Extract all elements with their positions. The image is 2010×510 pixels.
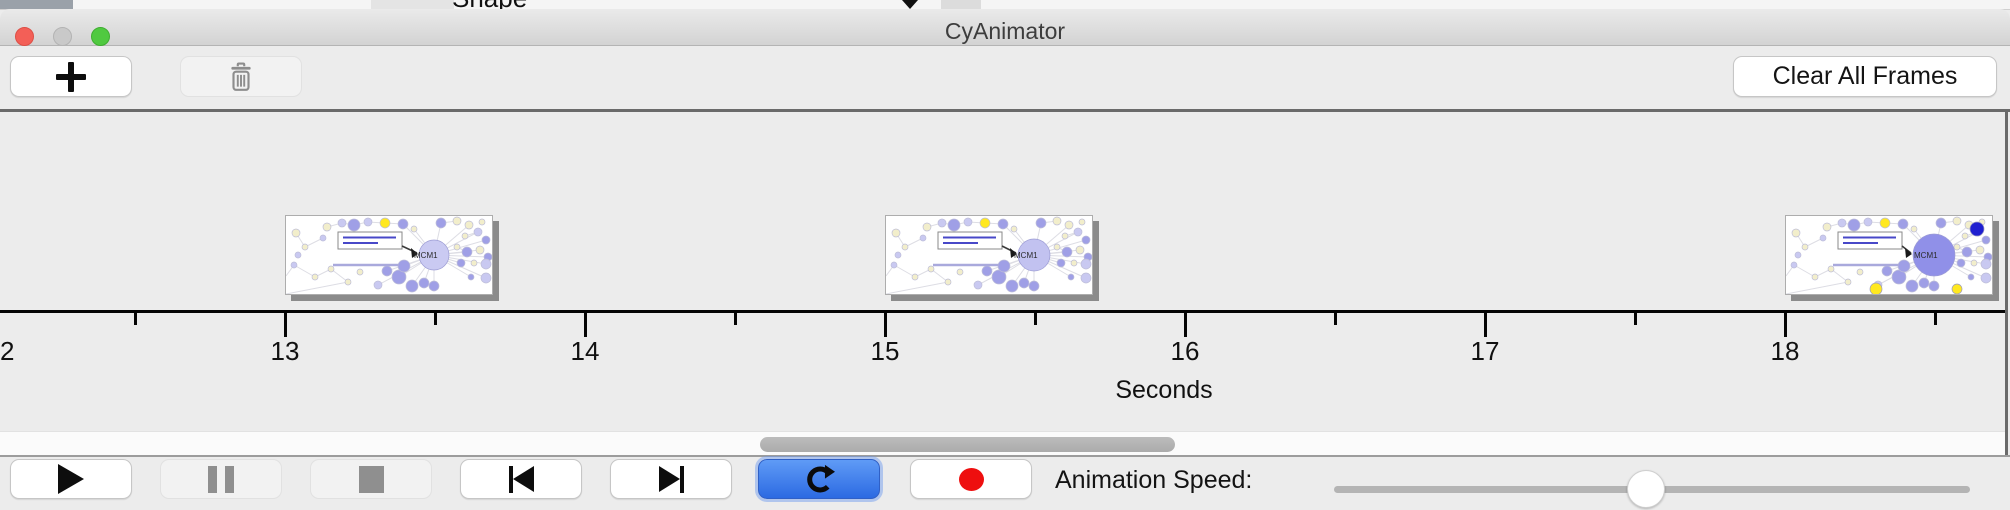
- svg-text:MCM1: MCM1: [1014, 251, 1038, 260]
- minor-tick: [434, 313, 437, 325]
- pause-button[interactable]: [160, 459, 282, 499]
- minor-tick: [134, 313, 137, 325]
- seconds-axis-label: Seconds: [1115, 376, 1213, 404]
- background-window-fragment: [371, 0, 454, 9]
- loop-icon: [806, 464, 835, 492]
- timeline-ruler-line: [0, 310, 2005, 313]
- clear-all-frames-label: Clear All Frames: [1772, 62, 1958, 90]
- minor-tick: [1334, 313, 1337, 325]
- skip-to-end-icon: [658, 465, 684, 493]
- tick-label: 16: [1170, 336, 1200, 366]
- minor-tick: [1634, 313, 1637, 325]
- minor-tick: [1034, 313, 1037, 325]
- titlebar[interactable]: CyAnimator: [0, 9, 2010, 46]
- timeline-panel[interactable]: 12 13 14 15 16 17 18 MCM1 MCM1 MCM1 Seconds: [0, 112, 2005, 456]
- speed-slider-thumb[interactable]: [1626, 470, 1665, 508]
- major-tick: [1784, 313, 1787, 337]
- background-shape-label: Shape: [452, 0, 562, 9]
- stop-button[interactable]: [310, 459, 432, 499]
- tick-label: 12: [0, 336, 15, 366]
- svg-text:MCM1: MCM1: [414, 251, 438, 260]
- stop-icon: [358, 465, 384, 493]
- tick-label: 13: [270, 336, 300, 366]
- play-icon: [58, 464, 84, 494]
- skip-to-start-button[interactable]: [460, 459, 582, 499]
- timeline-scrollbar-track[interactable]: [0, 431, 2005, 456]
- record-icon: [958, 467, 984, 491]
- pause-icon: [208, 465, 234, 493]
- tick-label: 18: [1770, 336, 1800, 366]
- tick-label: 14: [570, 336, 600, 366]
- record-button[interactable]: [910, 459, 1032, 499]
- minor-tick: [1934, 313, 1937, 325]
- timeline-scrollbar-thumb[interactable]: [760, 437, 1175, 452]
- zoom-button[interactable]: [91, 27, 110, 46]
- play-button[interactable]: [10, 459, 132, 499]
- loop-button[interactable]: [758, 459, 880, 499]
- minimize-button: [53, 27, 72, 46]
- frame-thumbnail-13s[interactable]: MCM1: [285, 215, 493, 295]
- frame-thumbnail-15s[interactable]: MCM1: [885, 215, 1093, 295]
- animation-speed-label: Animation Speed:: [1055, 466, 1253, 494]
- add-frame-button[interactable]: [10, 56, 132, 97]
- major-tick: [1184, 313, 1187, 337]
- timeline-panel-border: [2005, 109, 2008, 456]
- timeline-panel-border: [0, 109, 2010, 112]
- major-tick: [584, 313, 587, 337]
- trash-icon: [231, 62, 251, 91]
- plus-icon: [56, 61, 86, 92]
- bottom-separator: [0, 455, 2010, 457]
- tick-label: 15: [870, 336, 900, 366]
- skip-to-start-icon: [508, 465, 534, 493]
- frame-thumbnail-18s[interactable]: MCM1: [1785, 215, 1993, 295]
- clear-all-frames-button[interactable]: Clear All Frames: [1733, 56, 1997, 97]
- major-tick: [884, 313, 887, 337]
- tick-label: 17: [1470, 336, 1500, 366]
- major-tick: [284, 313, 287, 337]
- major-tick: [1484, 313, 1487, 337]
- window-title: CyAnimator: [944, 18, 1066, 44]
- background-window-fragment: [941, 0, 981, 9]
- skip-to-end-button[interactable]: [610, 459, 732, 499]
- svg-text:MCM1: MCM1: [1914, 251, 1938, 260]
- background-window-fragment: [0, 0, 73, 9]
- delete-frame-button[interactable]: [180, 56, 302, 97]
- background-glyph: [902, 0, 918, 9]
- close-button[interactable]: [15, 27, 34, 46]
- minor-tick: [734, 313, 737, 325]
